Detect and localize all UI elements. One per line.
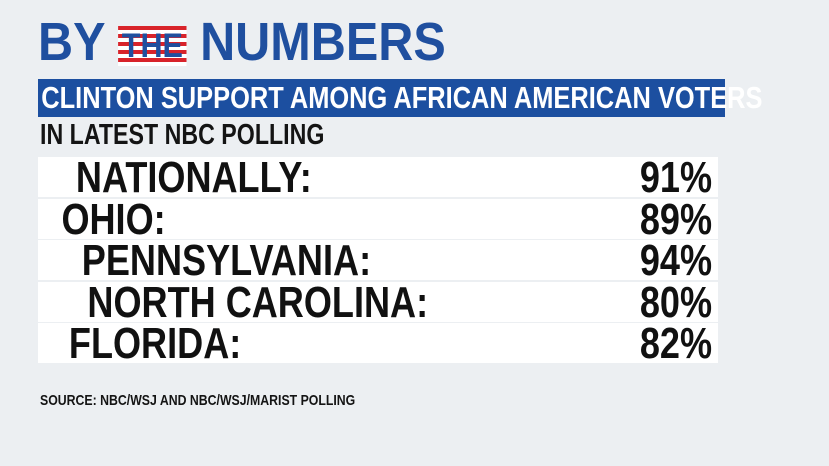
- title-word: THE: [118, 25, 187, 66]
- table-row: PENNSYLVANIA: 94%: [38, 236, 718, 285]
- row-value: 89%: [639, 194, 712, 244]
- subtitle-text: IN LATEST NBC POLLING: [40, 119, 325, 151]
- row-label: NORTH CAROLINA:: [87, 277, 429, 327]
- table-row: FLORIDA: 82%: [38, 319, 718, 368]
- table-row: NATIONALLY: 91%: [38, 153, 718, 202]
- row-label: FLORIDA:: [68, 319, 242, 368]
- row-value: 82%: [639, 319, 712, 368]
- subtitle: IN LATEST NBC POLLING: [40, 119, 396, 151]
- row-value: 94%: [639, 236, 712, 285]
- row-value: 80%: [639, 277, 712, 327]
- row-label: NATIONALLY:: [75, 153, 312, 202]
- row-value: 91%: [639, 153, 712, 202]
- source: SOURCE: NBC/WSJ AND NBC/WSJ/MARIST POLLI…: [40, 392, 424, 410]
- title-word: BY: [38, 12, 105, 72]
- row-label: PENNSYLVANIA:: [81, 236, 372, 285]
- title-word: NUMBERS: [200, 12, 446, 72]
- row-label: OHIO:: [61, 194, 166, 244]
- banner-text: CLINTON SUPPORT AMONG AFRICAN AMERICAN V…: [41, 80, 763, 115]
- title: BY THE NUMBERS: [38, 14, 491, 70]
- banner: CLINTON SUPPORT AMONG AFRICAN AMERICAN V…: [38, 79, 762, 117]
- table-row: OHIO: 89%: [38, 194, 718, 244]
- table-row: NORTH CAROLINA: 80%: [38, 277, 718, 327]
- source-text: SOURCE: NBC/WSJ AND NBC/WSJ/MARIST POLLI…: [40, 392, 356, 409]
